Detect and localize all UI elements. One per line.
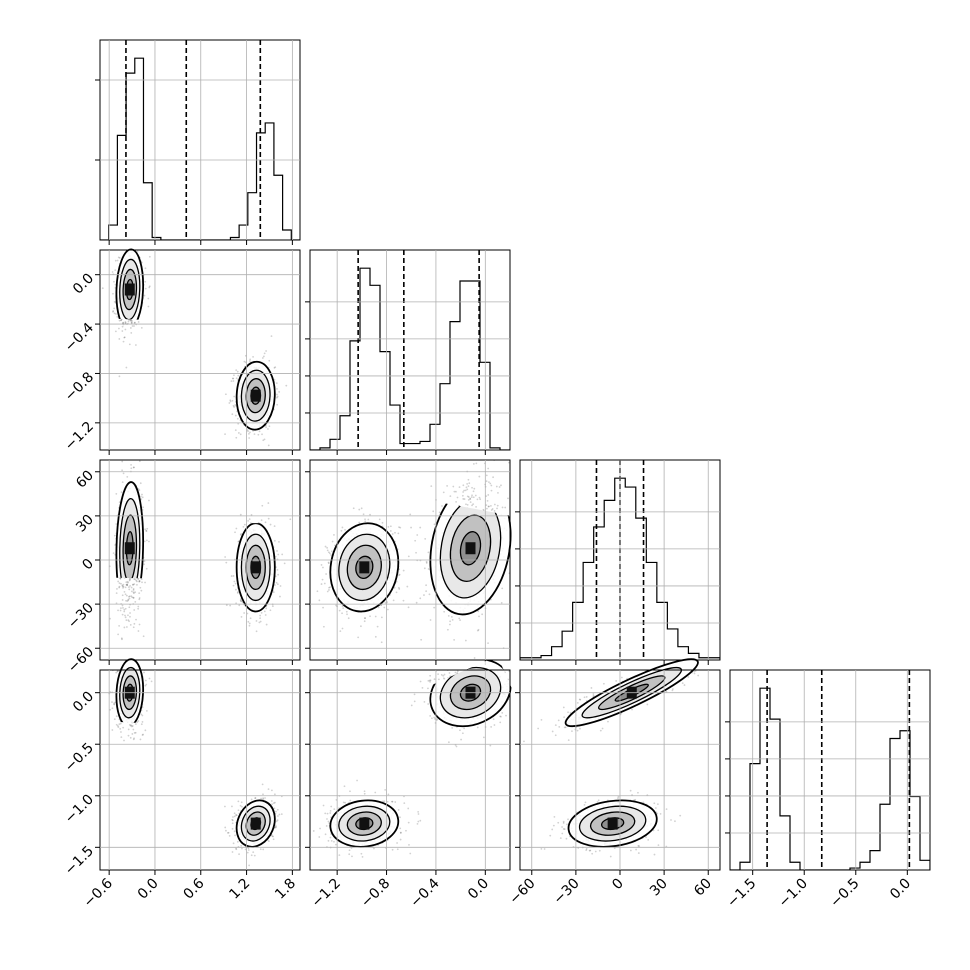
x-tick-label: −0.6 xyxy=(81,875,116,910)
y-tick-label: 30 xyxy=(73,512,97,536)
histogram-step-line xyxy=(730,687,930,870)
grid-lines xyxy=(310,460,510,660)
density-peak xyxy=(124,283,135,296)
y-tick-label: 0.0 xyxy=(70,270,97,297)
panel-frame xyxy=(729,669,931,871)
grid-lines xyxy=(520,460,720,660)
grid-lines xyxy=(730,670,930,870)
x-tick-label: 0.0 xyxy=(465,876,492,903)
x-tick-label: 0 xyxy=(609,876,627,894)
grid-lines xyxy=(310,670,510,870)
density-peak xyxy=(124,542,135,555)
x-tick-label: −1.2 xyxy=(309,876,344,911)
scatter-panel-1-0 xyxy=(95,248,301,455)
x-tick-label: 0.6 xyxy=(181,875,208,902)
x-tick-label: 30 xyxy=(647,876,671,900)
histogram-panel-1 xyxy=(305,249,511,455)
density-peak xyxy=(359,817,370,830)
density-peak xyxy=(465,542,476,555)
histogram-step-line xyxy=(100,57,300,240)
scatter-panel-2-1 xyxy=(305,459,512,665)
y-tick-label: −1.0 xyxy=(62,792,97,827)
grid-lines xyxy=(100,670,300,870)
x-tick-label: −0.4 xyxy=(407,875,442,910)
grid-lines xyxy=(310,250,510,450)
y-tick-label: 0.0 xyxy=(70,688,97,715)
x-tick-label: −1.5 xyxy=(724,876,759,911)
scatter-panel-3-1 xyxy=(305,658,512,875)
grid-lines xyxy=(100,250,300,450)
x-tick-label: 1.8 xyxy=(272,876,299,903)
y-tick-label: −1.5 xyxy=(62,843,97,878)
histogram-panel-0 xyxy=(95,39,301,245)
density-peak xyxy=(607,817,618,830)
x-tick-label: −0.5 xyxy=(827,876,862,911)
y-tick-label: −0.8 xyxy=(62,369,97,404)
panel-frame xyxy=(99,249,301,451)
scatter-panel-3-0 xyxy=(95,658,301,875)
panel-frame xyxy=(309,249,511,451)
x-tick-label: −30 xyxy=(551,876,583,908)
y-tick-label: 0 xyxy=(79,556,97,574)
histogram-panel-3 xyxy=(725,669,931,875)
grid-lines xyxy=(100,40,300,240)
grid-lines xyxy=(100,460,300,660)
y-tick-label: −60 xyxy=(65,644,97,676)
x-tick-label: 60 xyxy=(691,876,715,900)
y-tick-label: −1.2 xyxy=(62,419,97,454)
y-tick-label: −0.5 xyxy=(62,740,97,775)
scatter-panel-3-2 xyxy=(515,658,721,875)
x-tick-label: 0.0 xyxy=(135,876,162,903)
y-tick-label: −30 xyxy=(65,600,97,632)
x-tick-label: 1.2 xyxy=(226,876,253,903)
x-tick-label: −0.8 xyxy=(358,876,393,911)
y-tick-label: 60 xyxy=(73,468,97,492)
panel-frame xyxy=(99,669,301,871)
panel-frame xyxy=(99,39,301,241)
histogram-step-line xyxy=(310,267,510,450)
scatter-panel-2-0 xyxy=(95,459,301,665)
y-tick-label: −0.4 xyxy=(62,320,97,355)
density-peak xyxy=(359,561,370,574)
panel-frame xyxy=(309,669,511,871)
density-peak xyxy=(250,817,261,830)
density-peak xyxy=(250,389,261,402)
density-peak xyxy=(250,561,261,574)
x-tick-label: −60 xyxy=(506,876,538,908)
x-tick-label: −1.0 xyxy=(776,876,811,911)
histogram-panel-2 xyxy=(515,459,721,665)
grid-lines xyxy=(520,670,720,870)
x-tick-label: 0.0 xyxy=(887,876,914,903)
